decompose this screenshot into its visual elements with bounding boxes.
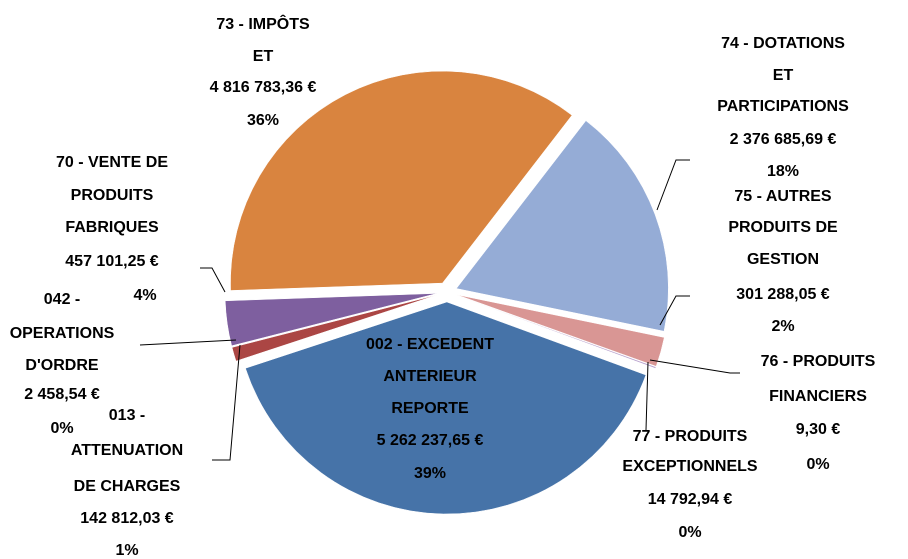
data-label-value: 5 262 237,65 € xyxy=(377,432,484,449)
data-label-value: 142 812,03 € xyxy=(80,510,174,527)
data-label-name: 70 - VENTE DE PRODUITS FABRIQUES xyxy=(56,154,168,236)
data-label-percent: 0% xyxy=(806,456,829,473)
data-label-line: 76 - PRODUITS xyxy=(761,353,876,370)
data-label-line: OPERATIONS xyxy=(10,325,115,342)
data-label-name: 75 - AUTRES PRODUITS DE GESTION xyxy=(728,188,838,268)
data-label-line: 75 - AUTRES xyxy=(734,188,832,205)
data-label-percent: 0% xyxy=(50,420,73,437)
leader-line xyxy=(649,359,740,374)
leader-line xyxy=(212,344,241,461)
data-label-value: 2 376 685,69 € xyxy=(730,131,837,148)
data-label-line: 77 - PRODUITS xyxy=(633,428,748,445)
data-label-value: 9,30 € xyxy=(796,421,841,438)
data-label-line: 002 - EXCEDENT xyxy=(366,336,494,353)
data-label-percent: 39% xyxy=(414,465,446,482)
data-label-line: ET xyxy=(773,67,794,84)
data-label-line: 042 - xyxy=(44,291,80,308)
data-label-value: 14 792,94 € xyxy=(648,491,733,508)
data-label-value: 2 458,54 € xyxy=(24,386,100,403)
pie-slice xyxy=(456,294,665,367)
pie-slice xyxy=(231,294,438,362)
data-label-name: 77 - PRODUITS EXCEPTIONNELS xyxy=(622,428,757,475)
leader-line xyxy=(200,267,226,293)
data-label-percent: 2% xyxy=(771,318,794,335)
data-label-line: ATTENUATION xyxy=(71,442,183,459)
data-label-line: 73 - IMPÔTS xyxy=(216,14,310,33)
pie-slice xyxy=(456,295,657,369)
leader-line xyxy=(139,339,237,346)
data-label-value: 457 101,25 € xyxy=(65,253,159,270)
pie-slice xyxy=(455,120,669,332)
data-label-line: EXCEPTIONNELS xyxy=(622,458,757,475)
data-label-percent: 1% xyxy=(115,542,138,559)
data-label-line: ET xyxy=(253,48,274,65)
pie-slice xyxy=(245,301,647,515)
data-label-name: 74 - DOTATIONS ET PARTICIPATIONS xyxy=(717,35,849,115)
data-label-name: 76 - PRODUITS FINANCIERS xyxy=(761,353,876,405)
pie-slice xyxy=(230,70,573,291)
leader-line xyxy=(659,295,690,326)
data-label-line: D'ORDRE xyxy=(25,357,98,374)
data-label-name: 013 - ATTENUATION DE CHARGES xyxy=(71,407,183,495)
data-label-line: ANTERIEUR xyxy=(383,368,477,385)
data-label-line: 013 - xyxy=(109,407,145,424)
data-label-line: DE CHARGES xyxy=(74,478,181,495)
data-label-line: FABRIQUES xyxy=(65,219,159,236)
data-label-value: 4 816 783,36 € xyxy=(210,79,317,96)
data-label-line: PRODUITS DE xyxy=(728,219,838,236)
leader-line xyxy=(656,159,690,211)
data-label-line: PARTICIPATIONS xyxy=(717,98,849,115)
data-label-line: PRODUITS xyxy=(71,187,154,204)
data-label-line: 74 - DOTATIONS xyxy=(721,35,845,52)
pie xyxy=(224,70,669,515)
data-label-percent: 4% xyxy=(133,287,156,304)
pie-slice xyxy=(224,293,438,347)
data-label-percent: 0% xyxy=(678,524,701,541)
data-label-line: GESTION xyxy=(747,251,819,268)
data-label-line: FINANCIERS xyxy=(769,388,867,405)
data-label-percent: 18% xyxy=(767,163,799,180)
data-label-line: REPORTE xyxy=(391,400,469,417)
data-label-line: 70 - VENTE DE xyxy=(56,154,168,171)
leader-lines xyxy=(139,159,740,461)
pie-slice xyxy=(231,294,438,348)
data-label-name: 042 - OPERATIONS D'ORDRE xyxy=(10,291,115,374)
data-label-value: 301 288,05 € xyxy=(736,286,830,303)
data-label-name: 73 - IMPÔTS ET xyxy=(216,14,310,65)
leader-line xyxy=(645,361,649,431)
data-label-percent: 36% xyxy=(247,112,279,129)
data-label-name: 002 - EXCEDENT ANTERIEUR REPORTE xyxy=(366,336,494,417)
